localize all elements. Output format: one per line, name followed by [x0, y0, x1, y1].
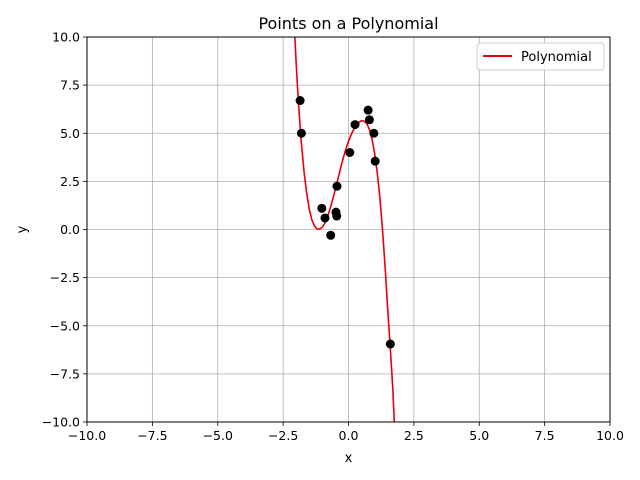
scatter-point — [320, 213, 330, 223]
legend-box — [476, 42, 605, 71]
x-tick-label: 10.0 — [596, 428, 624, 443]
x-tick-label: −5.0 — [203, 428, 233, 443]
y-tick-label: −2.5 — [50, 270, 80, 285]
series-layer — [294, 37, 396, 422]
scatter-point — [332, 181, 342, 191]
x-axis: −10.0 −7.5 −5.0 −2.5 0.0 2.5 5.0 7.5 10.0 — [68, 422, 624, 443]
legend: Polynomial — [476, 42, 605, 71]
y-tick-label: 5.0 — [60, 126, 80, 141]
polynomial-line — [294, 37, 396, 422]
scatter-point — [345, 148, 355, 157]
x-tick-label: 5.0 — [469, 428, 489, 443]
y-tick-label: −7.5 — [50, 366, 80, 381]
scatter-point — [350, 120, 360, 130]
scatter-point — [363, 105, 373, 115]
y-axis-label: y — [15, 225, 30, 233]
scatter-point — [370, 156, 380, 166]
y-tick-label: −10.0 — [42, 415, 80, 430]
legend-label-polynomial: Polynomial — [521, 50, 592, 65]
y-tick-label: 7.5 — [60, 78, 80, 93]
y-tick-label: 10.0 — [52, 30, 80, 45]
x-tick-label: −2.5 — [268, 428, 298, 443]
scatter-point — [364, 115, 374, 125]
y-tick-label: 2.5 — [60, 174, 80, 189]
x-axis-label: x — [345, 451, 353, 466]
scatter-point — [295, 96, 305, 106]
x-tick-label: 0.0 — [339, 428, 359, 443]
scatter-point — [369, 128, 379, 138]
x-tick-label: 7.5 — [535, 428, 555, 443]
x-tick-label: −7.5 — [137, 428, 167, 443]
x-tick-label: 2.5 — [404, 428, 424, 443]
y-tick-label: −5.0 — [50, 318, 80, 333]
y-tick-label: 0.0 — [60, 222, 80, 237]
scatter-point — [296, 128, 306, 138]
chart-title: Points on a Polynomial — [258, 14, 438, 33]
scatter-point — [332, 211, 342, 221]
scatter-point — [326, 230, 336, 240]
scatter-point — [317, 203, 327, 213]
x-tick-label: −10.0 — [68, 428, 106, 443]
y-axis: −10.0 −7.5 −5.0 −2.5 0.0 2.5 5.0 7.5 10.0 — [42, 30, 87, 430]
scatter-point — [385, 339, 395, 349]
